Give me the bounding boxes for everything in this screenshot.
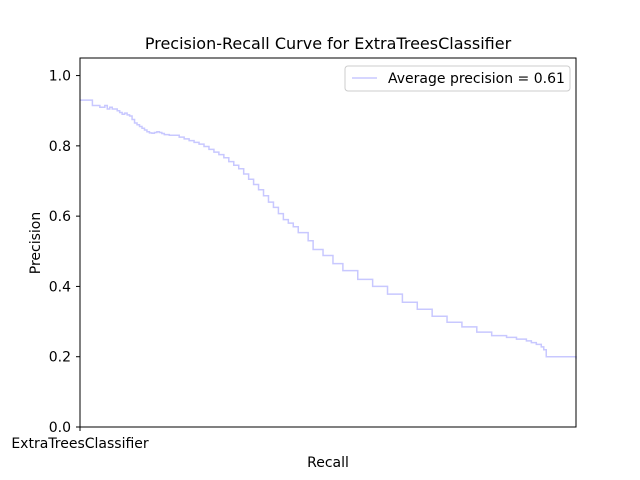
x-axis-label: Recall [307,455,349,471]
y-tick-label: 0.6 [49,209,71,225]
x-tick-label: ExtraTreesClassifier [11,436,149,452]
plot-area [80,99,577,359]
y-tick-label: 0.8 [49,139,71,155]
legend-entry-label: Average precision = 0.61 [388,71,565,87]
axes-frame [79,57,577,428]
y-tick-label: 1.0 [49,69,71,85]
y-tick-label: 0.2 [49,350,71,366]
precision-recall-curve [80,99,577,359]
y-tick-label: 0.4 [49,279,71,295]
y-axis: 0.0 0.2 0.4 0.6 0.8 1.0 [49,69,81,436]
legend-frame [344,65,571,92]
y-axis-label: Precision [28,212,44,274]
y-tick-label: 0.0 [49,420,71,436]
chart-title: Precision-Recall Curve for ExtraTreesCla… [145,34,512,53]
legend: Average precision = 0.61 [344,65,571,92]
